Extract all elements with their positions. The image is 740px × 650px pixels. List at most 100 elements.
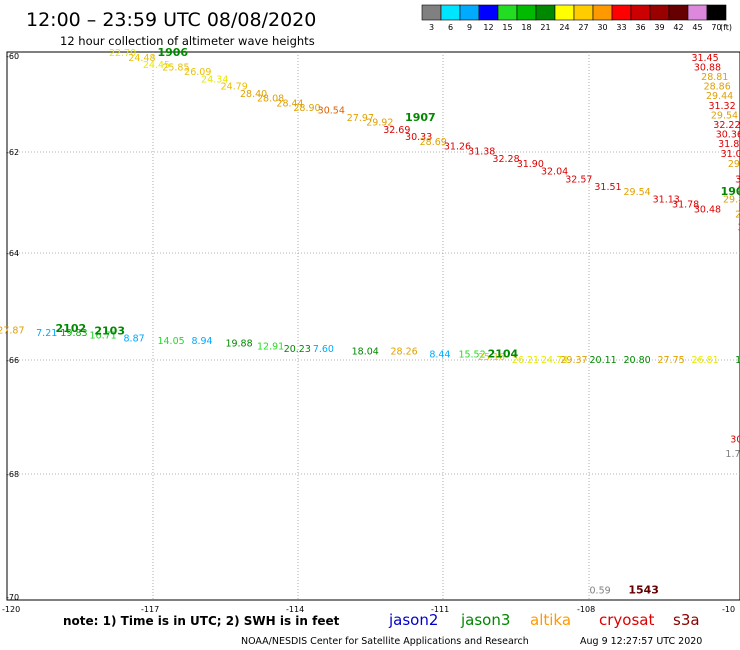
wave-height-label: 15.52 [458, 349, 485, 360]
lon-label: -120 [2, 605, 20, 614]
wave-height-label: 7.60 [313, 344, 334, 355]
lon-label: -108 [577, 605, 595, 614]
wave-height-label: 18.04 [352, 347, 379, 358]
wave-height-label: 31.38 [468, 147, 495, 158]
wave-height-label: 24.45 [143, 60, 170, 71]
pass-time-label: 2103 [94, 324, 125, 337]
wave-height-label: 29.44 [706, 91, 733, 102]
legend-label: 42 [673, 23, 683, 32]
legend-swatch [611, 4, 632, 21]
legend-label: 39 [654, 23, 664, 32]
wave-height-label: 24.48 [128, 53, 155, 64]
lon-label: -114 [286, 605, 304, 614]
wave-height-label: 7.21 [36, 328, 57, 339]
wave-height-label: 31.45 [735, 174, 740, 185]
wave-height-label: 32.28 [492, 154, 519, 165]
legend-label: 36 [635, 23, 645, 32]
lat-axis-labels: -60 -62 -64 -66 -68 -70 [6, 52, 19, 602]
plot-frame [6, 51, 740, 601]
legend-swatch [649, 4, 670, 21]
wave-height-label: 25.16 [478, 352, 505, 363]
wave-height-label: 8.44 [429, 349, 450, 360]
legend-swatch [554, 4, 575, 21]
wave-height-label: 26.81 [691, 355, 718, 366]
wave-height-label: 29.37 [560, 355, 587, 366]
lat-label: -64 [6, 249, 19, 258]
wave-height-label: 27.97 [347, 113, 374, 124]
wave-height-observations: 22.7024.4824.4525.8526.0924.3424.7928.40… [0, 48, 740, 597]
credit-text: NOAA/NESDIS Center for Satellite Applica… [241, 636, 529, 647]
legend-label: 9 [467, 23, 472, 32]
lat-label: -60 [6, 52, 19, 61]
legend-label: 70 [711, 23, 721, 32]
wave-height-label: 28.08 [257, 94, 284, 105]
wave-height-label: 28.40 [240, 89, 267, 100]
pass-time-label: 2104 [488, 347, 519, 360]
wave-height-label: 30.48 [694, 205, 721, 216]
legend-label: 3 [429, 23, 434, 32]
wave-height-label: 19.83 [60, 328, 87, 339]
pass-time-label: 1908 [721, 185, 740, 198]
gridlines [7, 52, 740, 600]
wave-height-label: 29.89 [723, 195, 740, 206]
wave-height-label: 24.74 [541, 355, 568, 366]
wave-height-label: 16.71 [90, 331, 117, 342]
wave-height-label: 30.89 [730, 435, 740, 446]
legend-label: 6 [448, 23, 453, 32]
legend-swatch [516, 4, 537, 21]
wave-height-label: 29.69 [728, 159, 740, 170]
wave-height-label: 30.36 [716, 130, 740, 141]
wave-height-label: 14.05 [157, 336, 184, 347]
lat-label: -70 [6, 593, 19, 602]
pass-time-label: 2102 [56, 322, 87, 335]
wave-height-label: 8.94 [191, 336, 212, 347]
lat-label: -66 [6, 356, 19, 365]
wave-height-label: 30.65 [738, 184, 740, 195]
wave-height-label: 31.05 [721, 149, 740, 160]
wave-height-label: 31.32 [708, 101, 735, 112]
wave-height-label: 31.90 [517, 159, 544, 170]
wave-height-label: 28.81 [701, 72, 728, 83]
wave-height-label: 20.23 [284, 344, 311, 355]
legend-swatch [630, 4, 651, 21]
wave-height-label: 30.54 [318, 106, 345, 117]
map-title: 12:00 – 23:59 UTC 08/08/2020 [26, 9, 316, 31]
legend-swatch [592, 4, 613, 21]
legend-label: 21 [540, 23, 550, 32]
wave-height-label: 31.84 [718, 139, 740, 150]
wave-height-label: 31.51 [594, 182, 621, 193]
map-subtitle: 12 hour collection of altimeter wave hei… [60, 34, 315, 48]
wave-height-label: 24.34 [201, 74, 228, 85]
wave-height-label: 26.09 [184, 67, 211, 78]
legend-swatch [497, 4, 518, 21]
satellite-altika: altika [530, 611, 571, 629]
satellite-jason2: jason2 [388, 611, 438, 629]
pass-time-label: 1907 [405, 111, 436, 124]
wave-height-label: 30.88 [694, 62, 721, 73]
color-legend: 3 6 9 12 15 18 21 24 27 30 33 36 39 42 45 70(ft) [421, 4, 732, 32]
lon-label: -111 [431, 605, 449, 614]
wave-height-label: 28.44 [276, 98, 303, 109]
lon-label: -10 [722, 605, 735, 614]
pass-time-label: 1543 [628, 584, 659, 597]
footer-note: note: 1) Time is in UTC; 2) SWH is in fe… [63, 614, 340, 628]
legend-swatch [687, 4, 708, 21]
wave-height-label: 31.78 [672, 200, 699, 211]
pass-time-label: 1906 [157, 46, 188, 59]
wave-height-label: 22.70 [109, 48, 136, 59]
wave-height-label: 19.88 [225, 339, 252, 350]
wave-height-label: 27.75 [657, 355, 684, 366]
legend-label: 30 [597, 23, 607, 32]
legend-unit: (ft) [720, 23, 732, 32]
wave-height-label: 8.87 [124, 333, 145, 344]
legend-label: 45 [692, 23, 702, 32]
wave-height-label: 31.13 [653, 195, 680, 206]
legend-swatch [478, 4, 499, 21]
wave-height-label: 20.80 [623, 355, 650, 366]
wave-height-label: 26.21 [512, 355, 539, 366]
lat-label: -62 [6, 148, 19, 157]
satellite-cryosat: cryosat [599, 611, 654, 629]
legend-label: 15 [502, 23, 512, 32]
wave-height-label: 29.92 [366, 118, 393, 129]
